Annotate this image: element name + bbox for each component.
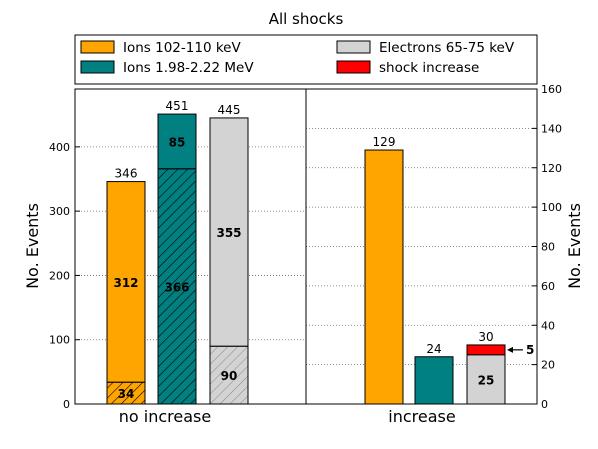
- category-label-no-increase: no increase: [119, 407, 211, 426]
- legend-swatch: [336, 60, 371, 74]
- right-axis-ticks: 0 20 40 60 80 100 120 140 160: [532, 83, 562, 411]
- bar-total-label: 24: [426, 342, 441, 356]
- annotation-arrowhead: [507, 346, 513, 353]
- y-tick-label-right: 120: [541, 162, 562, 175]
- segment-label: 90: [221, 369, 238, 383]
- bar-segment: [466, 354, 506, 405]
- y-tick-label-left: 100: [49, 334, 70, 347]
- legend-swatch: [336, 40, 371, 54]
- legend-label: shock increase: [379, 60, 479, 76]
- annotation-label: 5: [526, 343, 534, 357]
- bar-segment: [364, 149, 404, 405]
- y-tick-label-left: 300: [49, 205, 70, 218]
- bar-segment: [414, 356, 454, 405]
- legend: [74, 34, 538, 85]
- segment-label: 366: [164, 280, 189, 294]
- y-tick-label-right: 80: [541, 241, 555, 254]
- segment-label: 34: [118, 387, 135, 401]
- bars: [106, 113, 506, 405]
- bar-labels: 34 312 346 366 85 451 90 355 445 129 24 25 5 30: [113, 99, 534, 401]
- segment-label: 25: [478, 373, 495, 387]
- legend-items: Ions 102-110 keV Electrons 65-75 keV Ions …: [80, 40, 515, 76]
- y-tick-label-right: 20: [541, 359, 555, 372]
- y-tick-label-right: 100: [541, 201, 562, 214]
- legend-label: Ions 1.98-2.22 MeV: [123, 60, 254, 76]
- legend-swatch: [80, 60, 115, 74]
- segment-label: 85: [169, 135, 186, 149]
- category-label-increase: increase: [388, 407, 455, 426]
- segment-label: 355: [216, 226, 241, 240]
- bar-segment: [106, 181, 146, 383]
- bar-total-label: 445: [218, 103, 241, 117]
- y-tick-label-left: 0: [63, 398, 70, 411]
- bar-hatch: [209, 345, 249, 405]
- left-axis-ticks: 0 100 200 300 400: [49, 141, 80, 411]
- bar-segment: [209, 117, 249, 347]
- bar-hatch: [157, 168, 197, 405]
- y-tick-label-right: 0: [541, 398, 548, 411]
- bar-segment: [466, 344, 506, 356]
- legend-swatch: [80, 40, 115, 54]
- bar-total-label: 129: [373, 135, 396, 149]
- legend-label: Ions 102-110 keV: [123, 40, 241, 56]
- bar-total-label: 346: [115, 167, 138, 181]
- bar-segment: [157, 113, 197, 170]
- y-tick-label-right: 60: [541, 280, 555, 293]
- chart-title: All shocks: [269, 10, 344, 28]
- legend-label: Electrons 65-75 keV: [379, 40, 515, 56]
- y-tick-label-right: 160: [541, 83, 562, 96]
- bar-total-label: 30: [478, 330, 493, 344]
- segment-label: 312: [113, 276, 138, 290]
- bar-total-label: 451: [166, 99, 189, 113]
- y-tick-label-left: 400: [49, 141, 70, 154]
- y-axis-label-left: No. Events: [23, 203, 42, 289]
- y-tick-label-right: 40: [541, 319, 555, 332]
- y-tick-label-right: 140: [541, 122, 562, 135]
- y-tick-label-left: 200: [49, 269, 70, 282]
- y-axis-label-right: No. Events: [565, 203, 584, 289]
